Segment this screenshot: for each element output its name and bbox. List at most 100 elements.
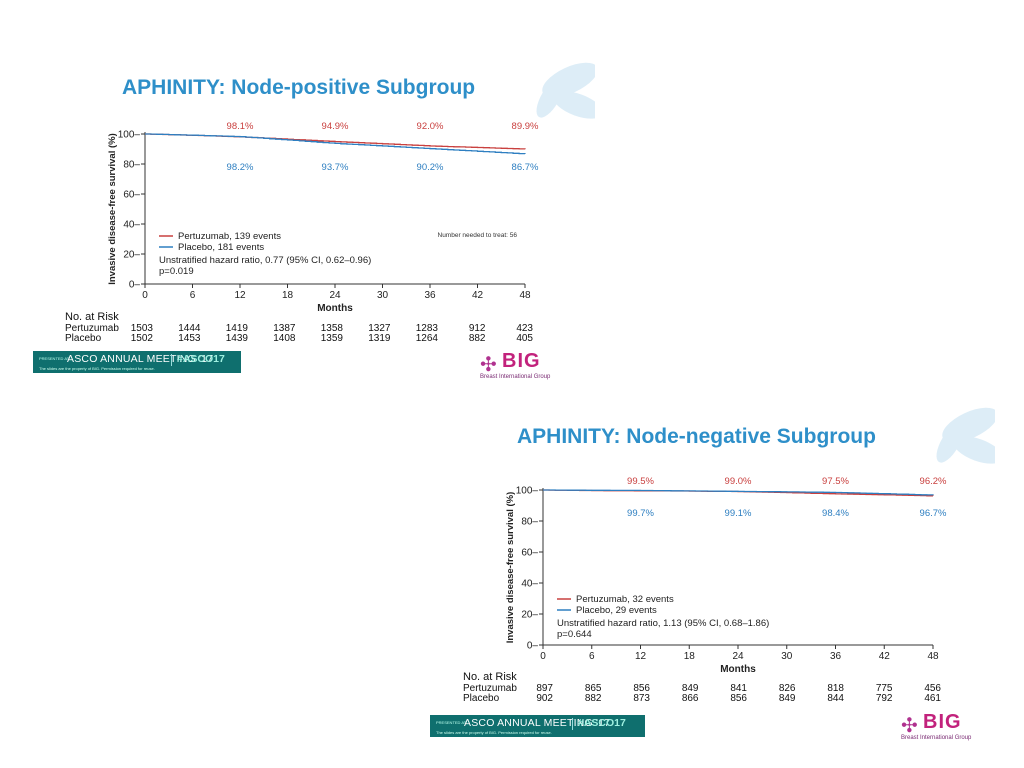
banner-hashtag: #ASCO17 [578,717,626,729]
big-subtitle: Breast International Group [480,374,551,380]
x-tick-label: 42 [472,290,484,301]
risk-value: 826 [778,683,796,694]
risk-value: 844 [827,693,844,704]
risk-value: 849 [778,693,796,704]
risk-value: 1359 [320,333,343,344]
risk-table: No. at Risk Pertuzumab Placebo 1503 1444 1… [65,311,565,351]
legend-pertuzumab: Pertuzumab, 139 events [178,231,281,242]
banner-presented: PRESENTED AT: [39,356,70,361]
banner-separator [572,718,573,730]
placebo-rate-label: 99.7% [627,508,654,519]
big-symbol-icon: ✣ [901,715,918,737]
x-tick-label: 0 [540,651,546,662]
placebo-rate-label: 99.1% [725,508,752,519]
x-tick-label: 48 [519,290,531,301]
pertuzumab-rate-label: 99.0% [725,476,752,487]
risk-value: 1444 [178,323,201,334]
risk-label-placebo: Placebo [65,333,102,344]
placebo-rate-label: 98.2% [227,162,254,173]
hazard-ratio: Unstratified hazard ratio, 0.77 (95% CI,… [159,255,371,266]
y-tick-label: 60– [521,548,538,559]
y-tick-label: 20– [123,250,140,261]
placebo-rate-label: 96.7% [920,508,947,519]
placebo-rate-label: 93.7% [322,162,349,173]
risk-value: 1439 [225,333,248,344]
risk-value: 775 [875,683,893,694]
p-value: p=0.019 [159,266,194,277]
risk-value: 897 [536,683,553,694]
y-axis-label: Invasive disease-free survival (%) [107,133,118,285]
y-tick-label: 100– [516,486,539,497]
risk-value: 856 [730,693,747,704]
banner-footnote: The slides are the property of BIG. Perm… [39,366,155,371]
x-axis-label: Months [720,664,756,673]
risk-value: 461 [924,693,941,704]
x-tick-label: 24 [732,651,744,662]
x-tick-label: 36 [424,290,436,301]
pertuzumab-curve [145,133,526,150]
y-tick-label: 80– [123,160,140,171]
risk-value: 902 [536,693,553,704]
number-needed-to-treat: Number needed to treat: 56 [438,232,518,239]
flower-decoration [936,407,995,464]
y-tick-label: 80– [521,517,538,528]
risk-value: 818 [827,683,844,694]
placebo-rate-label: 98.4% [822,508,849,519]
risk-label-pertuzumab: Pertuzumab [463,683,517,694]
x-tick-label: 30 [781,651,793,662]
pertuzumab-rate-label: 89.9% [512,121,539,132]
banner-separator [171,354,172,366]
risk-value: 1319 [368,333,391,344]
pertuzumab-rate-label: 98.1% [227,121,254,132]
risk-value: 912 [468,323,486,334]
x-tick-label: 0 [142,290,148,301]
y-tick-label: 60– [123,190,140,201]
placebo-rate-label: 86.7% [512,162,539,173]
risk-header: No. at Risk [463,671,517,683]
risk-value: 882 [584,693,602,704]
risk-value: 1503 [130,323,153,334]
risk-value: 1408 [273,333,296,344]
y-tick-label: 40– [521,579,538,590]
slide-node-negative: APHINITY: Node-negative Subgroup 0– 20– 40… [430,405,995,755]
risk-value: 423 [516,323,533,334]
placebo-curve [145,133,526,155]
y-tick-label: 0– [129,280,141,291]
banner-footnote: The slides are the property of BIG. Perm… [436,730,552,735]
pertuzumab-rate-label: 96.2% [920,476,947,487]
y-tick-label: 100– [118,130,141,141]
y-tick-label: 0– [527,641,539,652]
big-logo: ✣ BIG Breast International Group [901,711,1021,749]
asco-banner: PRESENTED AT: ASCO ANNUAL MEETING '17 #A… [430,715,645,737]
risk-value: 405 [516,333,533,344]
placebo-rate-label: 90.2% [417,162,444,173]
x-tick-label: 30 [377,290,389,301]
placebo-curve [543,489,934,496]
big-wordmark: BIG [923,711,962,733]
big-logo: ✣ BIG Breast International Group [480,350,600,388]
x-tick-label: 42 [879,651,891,662]
p-value: p=0.644 [557,629,592,640]
x-tick-label: 6 [589,651,595,662]
risk-label-pertuzumab: Pertuzumab [65,323,119,334]
risk-value: 882 [468,333,486,344]
risk-value: 1502 [130,333,153,344]
legend-placebo: Placebo, 29 events [576,605,657,616]
banner-meeting-name: ASCO ANNUAL MEETING '17 [67,353,214,365]
hazard-ratio: Unstratified hazard ratio, 1.13 (95% CI,… [557,618,769,629]
risk-value: 865 [584,683,602,694]
legend-pertuzumab: Pertuzumab, 32 events [576,594,674,605]
risk-value: 849 [681,683,699,694]
big-wordmark: BIG [502,350,541,372]
x-tick-label: 12 [635,651,647,662]
x-tick-label: 18 [684,651,696,662]
risk-value: 1358 [320,323,343,334]
risk-value: 1387 [273,323,296,334]
risk-value: 456 [924,683,941,694]
big-subtitle: Breast International Group [901,735,972,741]
banner-hashtag: #ASCO17 [177,353,225,365]
flower-decoration [536,62,595,119]
risk-header: No. at Risk [65,311,119,323]
risk-value: 856 [633,683,650,694]
x-tick-label: 36 [830,651,842,662]
